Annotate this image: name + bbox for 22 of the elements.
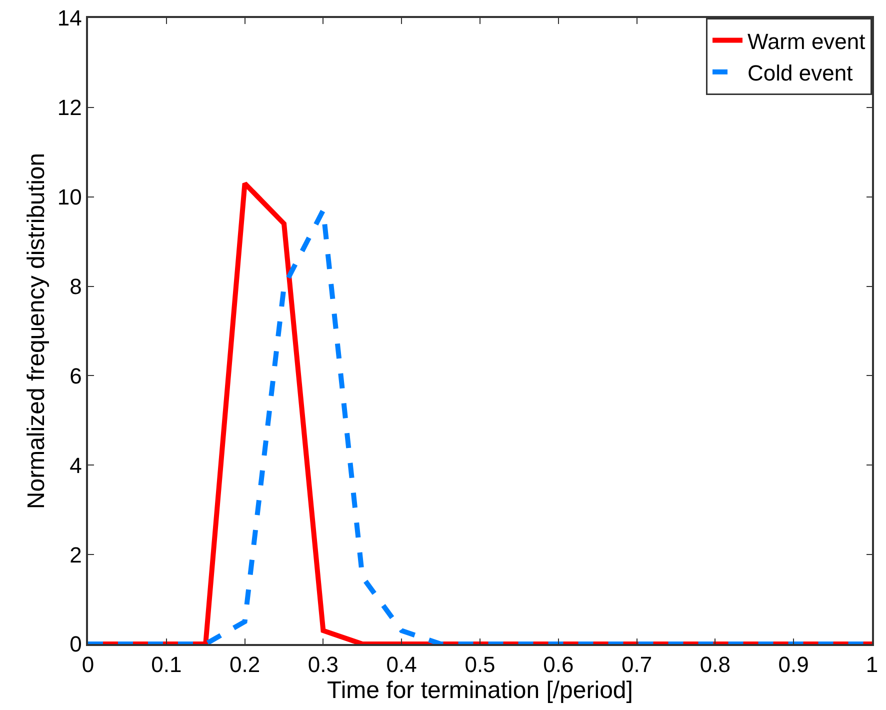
y-tick-label: 6 [70, 363, 82, 388]
x-tick-label: 0.2 [230, 652, 260, 678]
y-tick-label: 0 [70, 632, 82, 657]
x-tick-label: 0.3 [308, 652, 338, 678]
x-tick-label: 1 [866, 652, 878, 678]
x-tick-label: 0.7 [622, 652, 652, 678]
y-tick-label: 14 [57, 6, 82, 31]
y-tick-label: 4 [70, 452, 82, 478]
y-tick-label: 12 [57, 95, 82, 120]
y-tick-label: 2 [70, 542, 82, 568]
x-axis-title: Time for termination [/period] [327, 677, 633, 704]
x-tick-label: 0.4 [386, 652, 417, 678]
y-tick-label: 10 [57, 184, 82, 210]
x-tick-label: 0.1 [151, 652, 182, 678]
legend-label: Warm event [748, 28, 866, 54]
legend-label: Cold event [748, 60, 853, 86]
x-tick-label: 0.6 [543, 652, 574, 678]
x-tick-label: 0.5 [464, 652, 496, 678]
y-tick-label: 8 [70, 274, 82, 299]
x-tick-label: 0.9 [778, 652, 809, 678]
x-tick-label: 0.8 [700, 652, 730, 678]
y-axis-title: Normalized frequency distribution [22, 152, 50, 510]
